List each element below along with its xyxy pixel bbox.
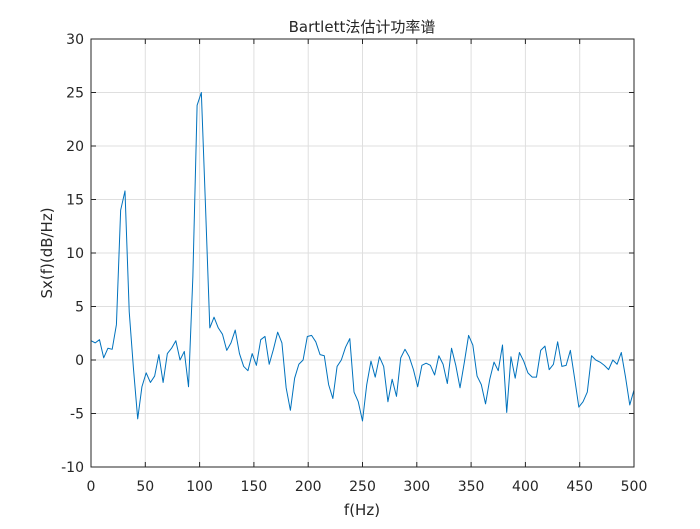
ticks — [90, 38, 635, 468]
x-tick-label: 250 — [349, 479, 376, 495]
series-line — [90, 92, 635, 422]
y-tick-label: -10 — [61, 460, 84, 476]
x-axis-label: f(Hz) — [344, 501, 380, 519]
x-tick-label: 100 — [186, 479, 213, 495]
x-tick-label: 200 — [295, 479, 322, 495]
y-tick-label: -5 — [70, 407, 84, 423]
y-tick-label: 0 — [75, 353, 84, 369]
y-axis-label: Sx(f)(dB/Hz) — [38, 207, 56, 298]
x-tick-label: 400 — [512, 479, 539, 495]
x-tick-label: 500 — [621, 479, 648, 495]
x-tick-label: 450 — [566, 479, 593, 495]
x-tick-label: 0 — [87, 479, 96, 495]
x-tick-label: 300 — [403, 479, 430, 495]
y-tick-label: 25 — [66, 86, 84, 102]
x-tick-label: 50 — [136, 479, 154, 495]
chart-title: Bartlett法估计功率谱 — [289, 18, 436, 36]
grid — [91, 39, 634, 467]
y-tick-label: 20 — [66, 139, 84, 155]
y-tick-labels: -10 -5 0 5 10 15 20 25 30 — [61, 32, 84, 476]
y-tick-label: 15 — [66, 193, 84, 209]
x-tick-labels: 0 50 100 150 200 250 300 350 400 450 500 — [87, 479, 648, 495]
y-tick-label: 30 — [66, 32, 84, 48]
y-tick-label: 10 — [66, 246, 84, 262]
x-tick-label: 350 — [458, 479, 485, 495]
series-group — [90, 92, 635, 422]
x-tick-label: 150 — [241, 479, 268, 495]
y-tick-label: 5 — [75, 300, 84, 316]
